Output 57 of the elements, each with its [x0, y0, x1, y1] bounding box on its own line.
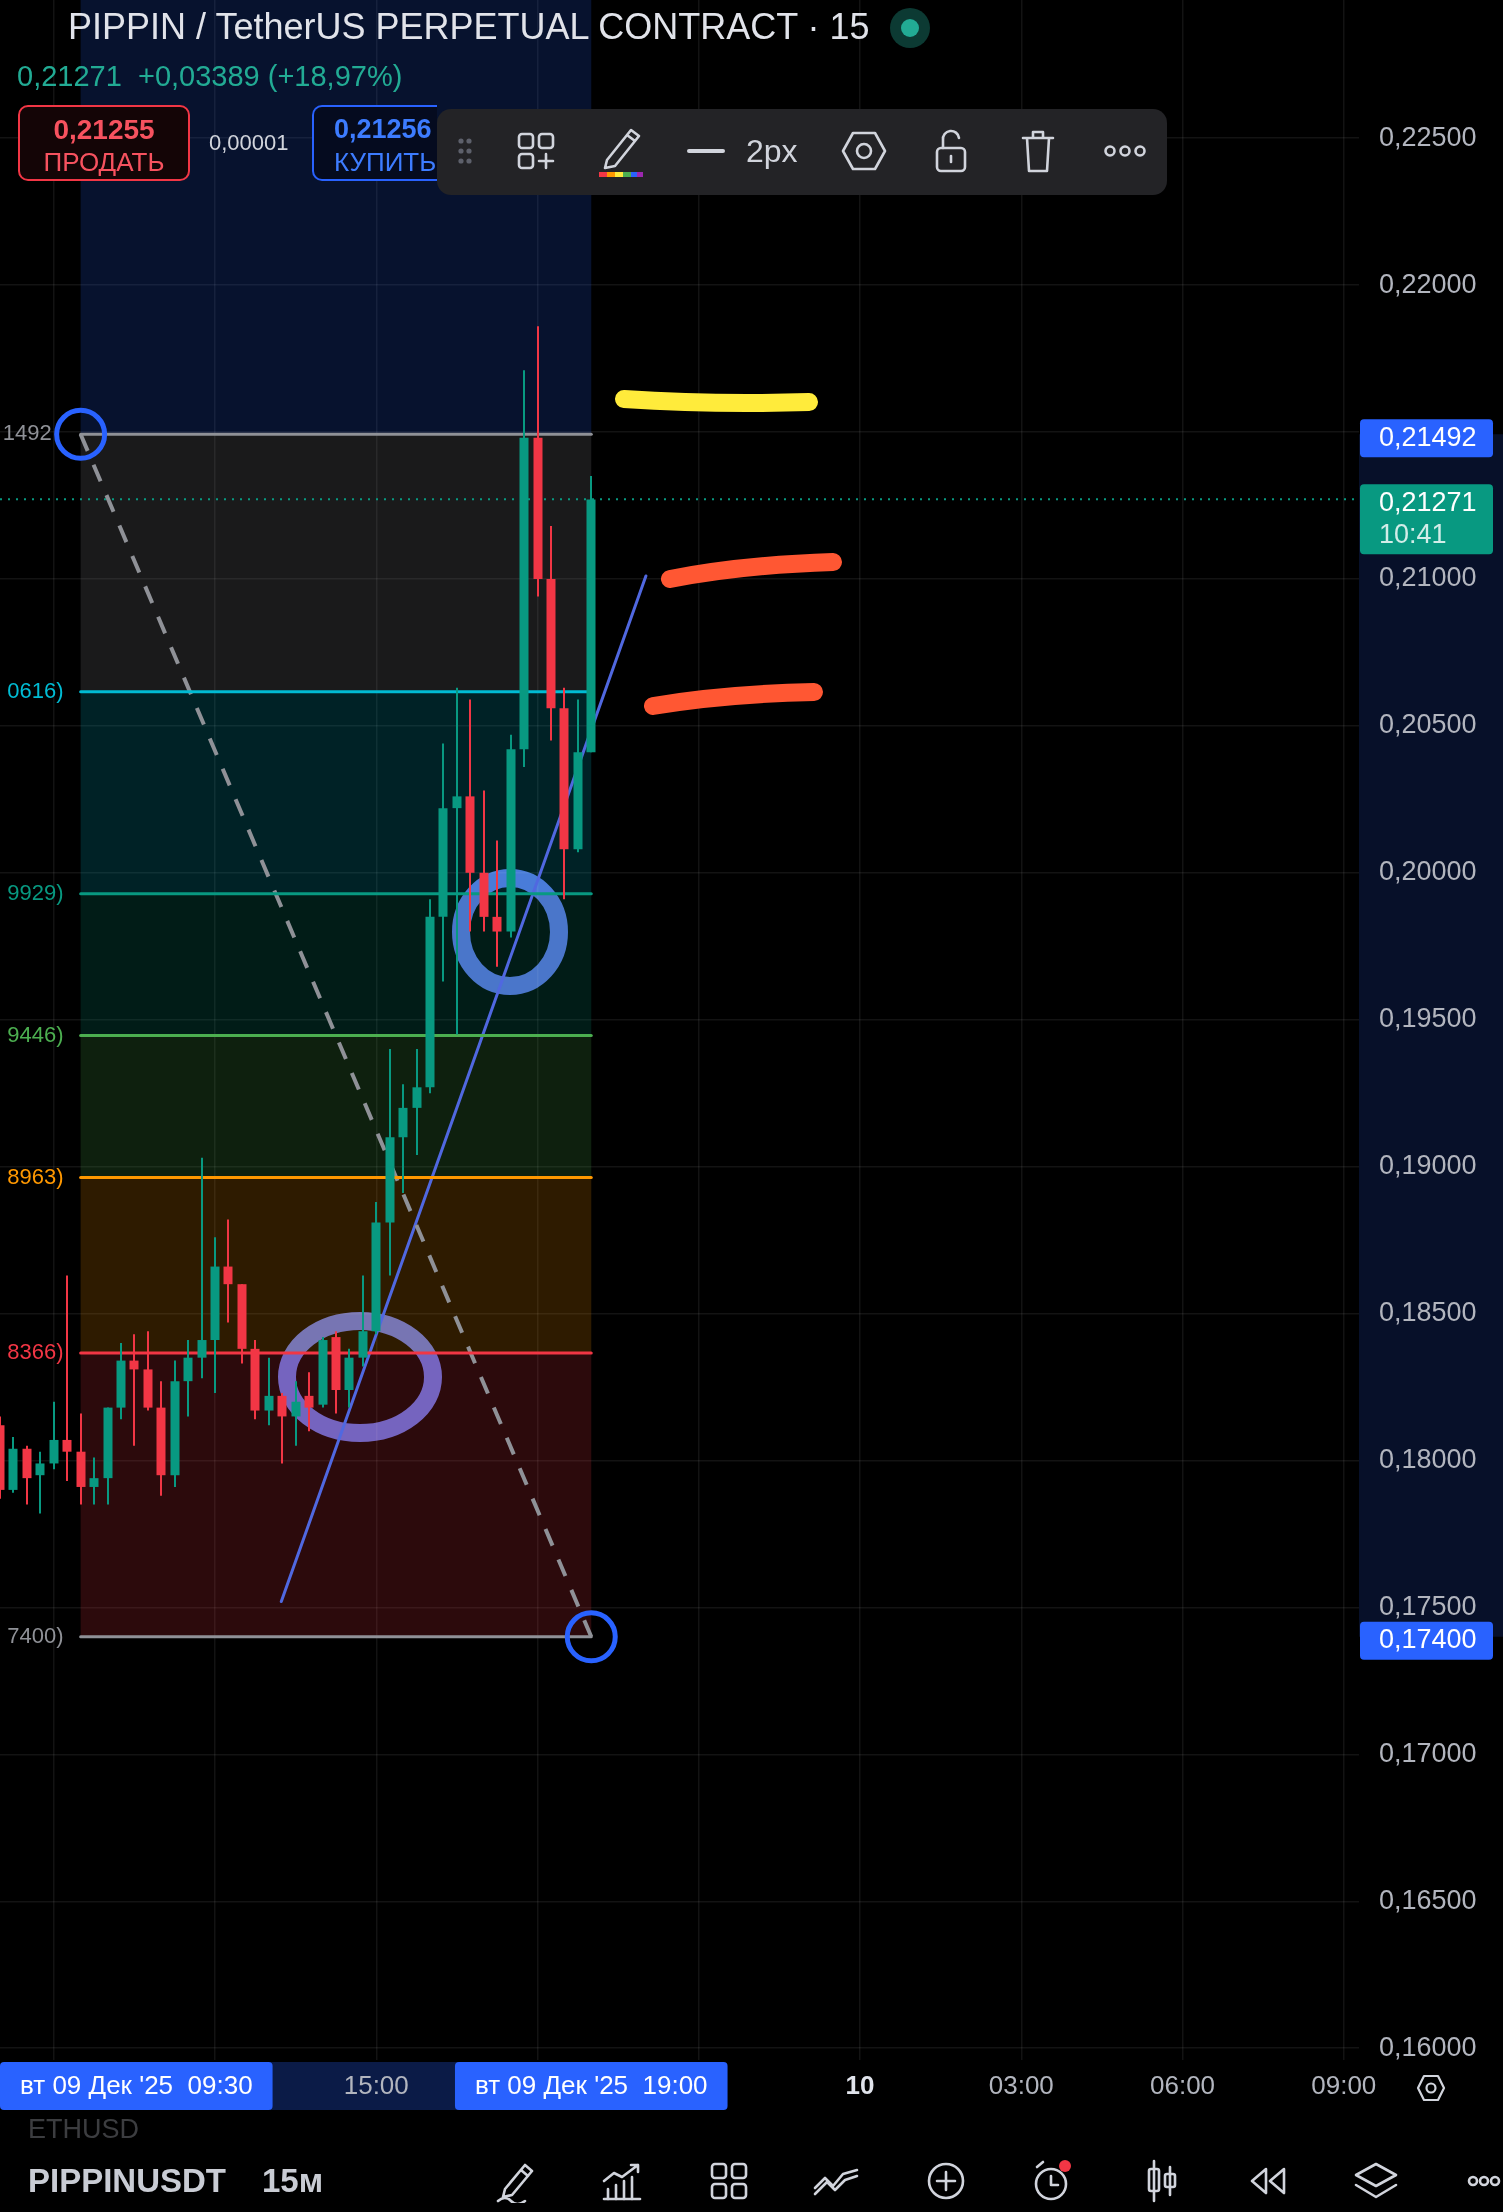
- text: 0,21271 +0,03389 (+18,97%): [17, 60, 403, 92]
- stroke-width-button: 2px: [663, 109, 818, 195]
- y-tick-label: 0,20000: [1379, 856, 1477, 887]
- candlestick: [183, 1339, 193, 1418]
- annotation: 2px: [746, 133, 798, 169]
- candlestick: [197, 1156, 207, 1380]
- text: 0,17400: [1379, 1624, 1477, 1655]
- text: ETHUSD: [28, 2114, 140, 2144]
- series-label: 0616): [7, 677, 64, 703]
- series-label: 7400): [7, 1622, 64, 1648]
- y-tick-label: 0,18000: [1379, 1443, 1477, 1474]
- y-tick-label: 0,21000: [1379, 562, 1477, 593]
- series-label: 1492: [2, 420, 52, 446]
- sell-button: 0,21255 ПРОДАТЬ: [18, 105, 190, 181]
- y-tick-label: 0,17000: [1379, 1737, 1477, 1768]
- y-tick-label: 0,19500: [1379, 1003, 1477, 1034]
- x-tick-label: 10: [845, 2070, 875, 2101]
- x-tick-label: 15:00: [343, 2070, 409, 2101]
- candlestick: [264, 1356, 274, 1427]
- x-tick-label: 03:00: [988, 2070, 1054, 2101]
- candlestick: [291, 1380, 301, 1447]
- x-tick-label: 06:00: [1149, 2070, 1216, 2101]
- y-tick-label: 0,18500: [1379, 1297, 1477, 1328]
- annotation: 0,00001: [209, 130, 289, 155]
- candlestick: [62, 1274, 72, 1483]
- y-tick-label: 0,19000: [1379, 1150, 1477, 1181]
- y-tick-label: 0,16500: [1379, 1884, 1477, 1915]
- series-label: 9929): [7, 879, 64, 905]
- annotation: 0,21255: [53, 114, 155, 145]
- candlestick: [223, 1218, 233, 1324]
- chart-title: PIPPIN / TetherUS PERPETUAL CONTRACT · 15: [68, 6, 870, 47]
- annotation: 0,21256: [334, 114, 432, 144]
- candlestick: [277, 1391, 287, 1465]
- y-tick-label: 0,17500: [1379, 1590, 1477, 1621]
- text: 0,21492: [1379, 421, 1477, 452]
- annotation: ПРОДАТЬ: [43, 147, 165, 177]
- candlestick: [49, 1400, 59, 1471]
- x-tick-label: вт 09 Дек '25 19:00: [474, 2070, 708, 2101]
- candlestick: [304, 1371, 314, 1433]
- text: 15м: [262, 2162, 324, 2199]
- series-label: 8963): [7, 1163, 64, 1189]
- y-tick-label: 0,20500: [1379, 709, 1477, 740]
- candlestick: [492, 839, 502, 968]
- candlestick: [89, 1456, 99, 1506]
- y-tick-label: 0,16000: [1379, 2031, 1477, 2062]
- ref-line-label: 0,21271 10:41: [1379, 486, 1477, 549]
- candlestick: [412, 1048, 422, 1156]
- y-tick-label: 0,22500: [1379, 121, 1477, 152]
- text: PIPPINUSDT: [28, 2162, 227, 2199]
- x-tick-label: 09:00: [1311, 2070, 1377, 2101]
- annotation: КУПИТЬ: [334, 147, 437, 177]
- text: вт 09 Дек '25 09:30: [20, 2070, 253, 2101]
- series-label: 9446): [7, 1021, 64, 1047]
- series-label: 8366): [7, 1339, 64, 1365]
- candlestick: [35, 1450, 45, 1515]
- buy-button: 0,21256 КУПИТЬ: [312, 105, 437, 181]
- y-tick-label: 0,22000: [1379, 268, 1477, 299]
